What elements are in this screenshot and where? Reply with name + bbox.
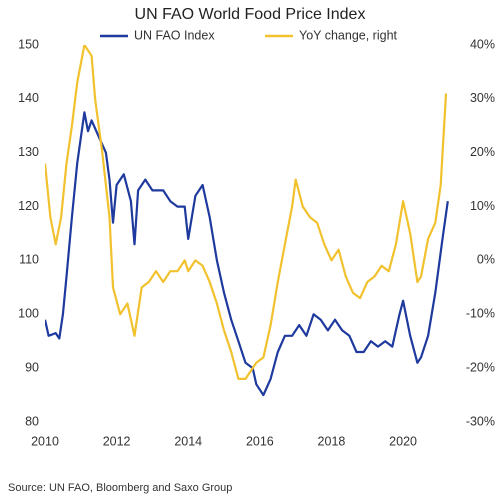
- y2-tick-label: 40%: [470, 37, 495, 51]
- series-line: [45, 111, 449, 397]
- y2-tick-label: 30%: [470, 91, 495, 105]
- y-tick-label: 110: [19, 253, 39, 267]
- y-tick-label: 80: [25, 414, 39, 428]
- y2-tick-label: 10%: [470, 199, 495, 213]
- legend-label: UN FAO Index: [134, 28, 215, 42]
- y-tick-label: 130: [18, 145, 39, 159]
- chart-title: UN FAO World Food Price Index: [135, 6, 366, 23]
- y2-tick-label: 0%: [477, 253, 495, 267]
- y2-tick-label: -10%: [466, 307, 495, 321]
- y2-tick-label: -30%: [466, 414, 495, 428]
- y-tick-label: 120: [18, 199, 39, 213]
- source-note: Source: UN FAO, Bloomberg and Saxo Group: [8, 482, 232, 494]
- x-tick-label: 2018: [318, 434, 346, 448]
- legend-label: YoY change, right: [299, 28, 398, 42]
- y2-tick-label: -20%: [466, 360, 495, 374]
- series-line: [45, 45, 448, 380]
- y-tick-label: 100: [18, 307, 39, 321]
- y2-tick-label: 20%: [470, 145, 495, 159]
- y-tick-label: 90: [25, 360, 39, 374]
- y-tick-label: 140: [18, 91, 39, 105]
- x-tick-label: 2010: [31, 434, 59, 448]
- x-tick-label: 2012: [103, 434, 131, 448]
- x-tick-label: 2016: [246, 434, 274, 448]
- x-tick-label: 2020: [389, 434, 417, 448]
- y-tick-label: 150: [18, 37, 39, 51]
- x-tick-label: 2014: [174, 434, 202, 448]
